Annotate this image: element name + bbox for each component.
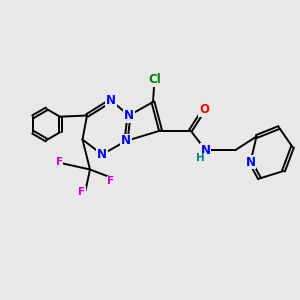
Text: N: N <box>200 143 211 157</box>
Text: O: O <box>199 103 209 116</box>
Text: F: F <box>56 157 63 167</box>
Text: Cl: Cl <box>148 73 161 86</box>
Text: N: N <box>121 134 131 148</box>
Text: F: F <box>107 176 115 187</box>
Text: N: N <box>245 155 256 169</box>
Text: H: H <box>196 153 205 164</box>
Text: N: N <box>124 109 134 122</box>
Text: N: N <box>97 148 107 161</box>
Text: F: F <box>78 187 85 197</box>
Text: N: N <box>106 94 116 107</box>
